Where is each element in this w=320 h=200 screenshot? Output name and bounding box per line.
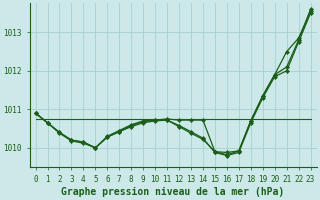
X-axis label: Graphe pression niveau de la mer (hPa): Graphe pression niveau de la mer (hPa)	[61, 186, 285, 197]
